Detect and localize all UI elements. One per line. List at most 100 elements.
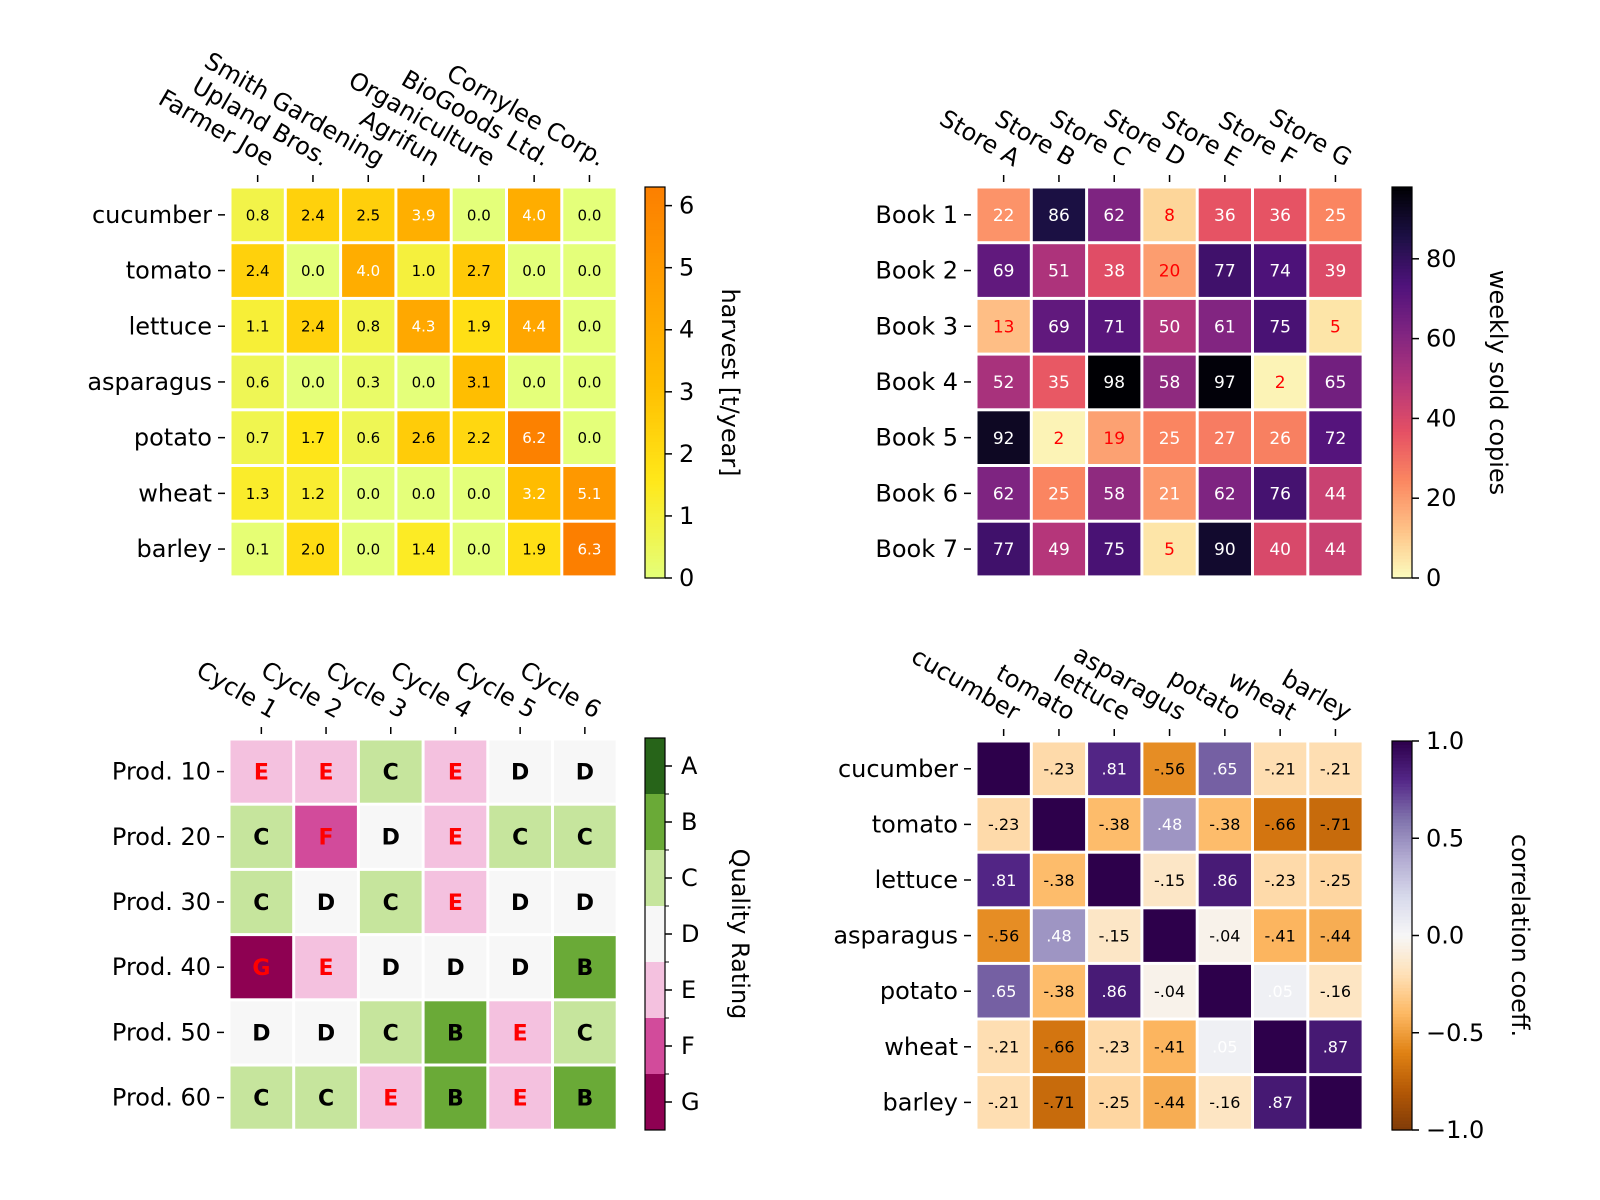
cell-label: 71	[1103, 317, 1125, 337]
colorbar-gradient-slice	[1392, 564, 1412, 569]
colorbar-gradient-slice	[1392, 301, 1412, 305]
colorbar-gradient-slice	[1392, 190, 1412, 195]
heatmap-cell	[424, 740, 487, 803]
row-label: potato	[880, 977, 958, 1005]
heatmap-cell	[1198, 355, 1251, 409]
heatmap-cell	[286, 411, 340, 464]
colorbar-gradient-slice	[1392, 812, 1412, 817]
colorbar-gradient-slice	[1392, 480, 1412, 485]
heatmap-cell	[1309, 522, 1362, 576]
colorbar-gradient-slice	[1392, 776, 1412, 781]
heatmap-panel-4: -.23 .81 -.56 .65 -.21 -.21 -.23 -.38 .48 -.38 -.6…	[833, 640, 1534, 1144]
heatmap-cell	[508, 522, 561, 576]
heatmap-cell	[295, 805, 357, 868]
heatmap-cell	[1143, 1020, 1196, 1074]
cell-label: 25	[1159, 429, 1181, 449]
colorbar-gradient-slice	[645, 278, 665, 283]
heatmap-cell	[1309, 853, 1362, 907]
colorbar-gradient-slice	[1392, 476, 1412, 481]
colorbar-gradient-slice	[645, 476, 665, 481]
colorbar-tick-label: F	[681, 1032, 695, 1060]
colorbar-gradient-slice	[1392, 193, 1412, 198]
colorbar-gradient-slice	[1392, 909, 1412, 914]
cell-label: 27	[1214, 429, 1236, 449]
cell-label: 38	[1103, 262, 1125, 282]
heatmap-cell	[1143, 1076, 1196, 1129]
heatmap-cell	[1088, 522, 1141, 576]
colorbar-gradient-slice	[1392, 1068, 1412, 1073]
heatmap-cell	[1198, 964, 1251, 1018]
colorbar-gradient-slice	[645, 405, 665, 410]
colorbar-gradient-slice	[1392, 809, 1412, 813]
colorbar-gradient-slice	[645, 434, 665, 439]
cell-label: 1.0	[412, 262, 436, 280]
colorbar-gradient-slice	[645, 411, 665, 416]
colorbar-gradient-slice	[645, 437, 665, 442]
colorbar-gradient-slice	[645, 483, 665, 488]
colorbar-gradient-slice	[1392, 395, 1412, 400]
colorbar-gradient-slice	[1392, 1016, 1412, 1021]
heatmap-cell	[230, 1066, 293, 1129]
heatmap-cell	[977, 742, 1030, 796]
cell-label: D	[576, 761, 594, 786]
colorbar-gradient-slice	[1392, 379, 1412, 384]
cell-label: 5	[1164, 540, 1175, 560]
row-label: Book 4	[875, 368, 958, 396]
colorbar-gradient-slice	[1392, 291, 1412, 296]
cell-label: .48	[1157, 815, 1182, 834]
colorbar-gradient-slice	[1392, 274, 1412, 279]
cell-label: D	[382, 826, 400, 851]
colorbar-tick-label: 0.5	[1426, 824, 1464, 852]
colorbar-gradient-slice	[1392, 1003, 1412, 1008]
colorbar-gradient-slice	[1392, 382, 1412, 387]
colorbar-gradient-slice	[1392, 424, 1412, 429]
cell-label: 1.7	[301, 429, 325, 447]
colorbar-gradient-slice	[645, 297, 665, 302]
cell-label: 61	[1214, 317, 1236, 337]
cell-label: 6.3	[578, 540, 602, 558]
colorbar-gradient-slice	[645, 509, 665, 514]
heatmap-cell	[231, 355, 284, 409]
colorbar-gradient-slice	[645, 281, 665, 286]
row-label: lettuce	[129, 312, 212, 340]
colorbar-gradient-slice	[1392, 320, 1412, 325]
colorbar-gradient-slice	[1392, 1000, 1412, 1005]
colorbar-gradient-slice	[1392, 779, 1412, 784]
heatmap-cell	[1198, 299, 1251, 353]
colorbar-gradient-slice	[1392, 831, 1412, 836]
heatmap-cell	[1254, 742, 1307, 796]
cell-label: 62	[993, 484, 1015, 504]
colorbar-gradient-slice	[1392, 444, 1412, 449]
colorbar-gradient-slice	[1392, 750, 1412, 755]
colorbar-gradient-slice	[1392, 297, 1412, 302]
cell-label: 0.0	[412, 485, 436, 503]
colorbar-label: correlation coeff.	[1506, 834, 1534, 1037]
colorbar-outline	[644, 186, 666, 579]
colorbar-gradient-slice	[1392, 971, 1412, 975]
colorbar-gradient-slice	[1392, 1100, 1412, 1105]
colorbar-gradient-slice	[645, 463, 665, 468]
colorbar-gradient-slice	[1392, 1032, 1412, 1037]
heatmap-cell	[230, 870, 293, 934]
heatmap-cell	[1143, 299, 1196, 353]
cell-label: -.44	[1320, 926, 1351, 945]
cell-label: -.44	[1154, 1093, 1185, 1112]
cell-label: 39	[1325, 262, 1347, 282]
heatmap-cell	[286, 355, 340, 409]
colorbar-tick-label: 80	[1426, 245, 1457, 273]
colorbar-gradient-slice	[1392, 766, 1412, 771]
heatmap-panel-1: 0.8 2.4 2.5 3.9 0.0 4.0 0.0 2.4 0.0 4.0 1.0 2.7 0.0 0…	[87, 47, 744, 592]
colorbar-gradient-slice	[1392, 1058, 1412, 1063]
colorbar-gradient-slice	[645, 538, 665, 543]
colorbar-gradient-slice	[645, 288, 665, 292]
colorbar-gradient-slice	[1392, 248, 1412, 253]
colorbar-tick-label: C	[681, 864, 698, 892]
colorbar-gradient-slice	[645, 473, 665, 478]
row-label: tomato	[872, 810, 958, 838]
colorbar-gradient-slice	[645, 366, 665, 371]
heatmap-cell	[508, 355, 561, 409]
heatmap-cell	[231, 188, 284, 242]
cell-label: 2.4	[301, 318, 325, 336]
cell-label: 0.0	[356, 485, 380, 503]
colorbar-gradient-slice	[645, 493, 665, 498]
